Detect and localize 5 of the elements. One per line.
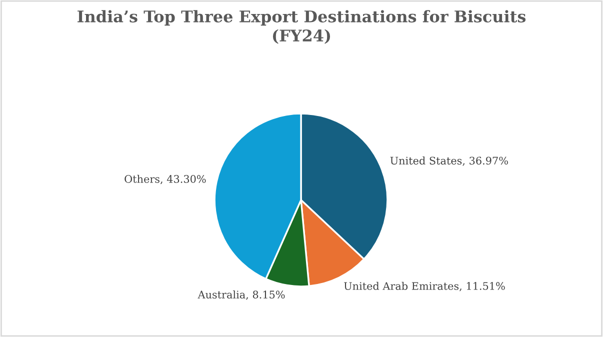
- slice-label: Australia, 8.15%: [198, 290, 285, 300]
- slice-label: United States, 36.97%: [390, 156, 508, 166]
- slice-label: United Arab Emirates, 11.51%: [344, 282, 505, 292]
- chart-title: India’s Top Three Export Destinations for Biscuits (FY24): [78, 10, 526, 44]
- slice-label: Others, 43.30%: [124, 174, 206, 184]
